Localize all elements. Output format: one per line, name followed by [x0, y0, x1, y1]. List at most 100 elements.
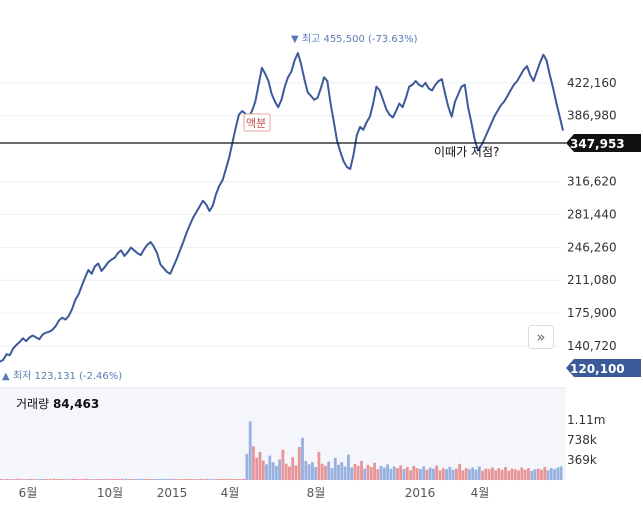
volume-bar — [435, 465, 439, 480]
x-tick-label: 4월 — [221, 486, 240, 500]
y-tick-label: 422,160 — [567, 76, 617, 90]
volume-bar — [75, 479, 79, 480]
volume-bar — [304, 461, 308, 480]
volume-bar — [26, 479, 29, 480]
volume-bar — [549, 468, 553, 480]
volume-bar — [491, 467, 494, 480]
x-tick-label: 2016 — [405, 486, 436, 500]
volume-bar — [291, 457, 295, 481]
max-annotation: ▼ 최고 455,500 (-73.63%) — [291, 33, 418, 45]
volume-bar — [252, 446, 255, 480]
volume-bar — [373, 462, 376, 480]
scroll-right-button[interactable]: » — [528, 325, 554, 349]
volume-bar — [441, 468, 445, 480]
volume-bar — [301, 437, 304, 481]
volume-bar — [78, 479, 82, 480]
volume-bar — [317, 451, 321, 480]
volume-bar — [340, 462, 344, 480]
x-tick-label: 10월 — [97, 486, 123, 500]
volume-bar — [543, 467, 547, 480]
volume-bar — [55, 479, 59, 480]
last-price-flag — [566, 359, 641, 377]
volume-bar — [540, 469, 543, 480]
volume-bar — [350, 467, 353, 480]
volume-bar — [481, 470, 484, 480]
volume-bar — [468, 469, 471, 480]
volume-bar — [130, 479, 134, 480]
volume-bar — [383, 467, 386, 480]
volume-bar — [343, 466, 347, 480]
volume-bar — [379, 465, 383, 480]
volume-bar — [536, 468, 540, 480]
volume-bar — [448, 467, 452, 480]
volume-bar — [134, 479, 137, 480]
volume-bar — [458, 463, 462, 481]
split-marker[interactable] — [243, 113, 271, 132]
x-tick-label: 8월 — [307, 486, 326, 500]
volume-bar — [461, 470, 465, 481]
volume-bars — [0, 421, 563, 481]
volume-bar — [523, 469, 527, 480]
x-axis: 6월 10월 2015 4월 8월 2016 4월 — [19, 486, 490, 500]
volume-bar — [62, 479, 65, 480]
volume-bar — [88, 479, 92, 480]
y-tick-label: 316,620 — [567, 174, 617, 188]
volume-bar — [183, 478, 187, 480]
volume-bar — [219, 479, 223, 480]
volume-bar — [369, 467, 373, 480]
volume-bar — [432, 468, 435, 480]
volume-bar — [238, 479, 242, 480]
volume-bar — [399, 465, 403, 480]
volume-bar — [510, 468, 514, 480]
volume-bar — [117, 478, 121, 480]
volume-bar — [85, 478, 88, 480]
volume-bar — [258, 451, 262, 480]
volume-bar — [546, 470, 550, 481]
volume-bar — [72, 478, 75, 480]
volume-bar — [52, 478, 56, 480]
volume-bar — [347, 454, 350, 480]
volume-axis: 1.11m 738k 369k — [567, 413, 605, 467]
volume-bar — [559, 466, 563, 480]
volume-bar — [425, 469, 429, 480]
volume-bar — [147, 478, 151, 480]
volume-bar — [360, 461, 363, 480]
y-axis: 422,160 386,980 316,620 281,440 246,260 211,0… — [567, 76, 617, 353]
volume-bar — [58, 479, 62, 480]
volume-bar — [45, 479, 49, 480]
volume-bar — [232, 479, 236, 480]
volume-bar — [311, 462, 314, 480]
volume-bar — [104, 479, 108, 480]
volume-bar — [144, 479, 147, 480]
volume-bar — [265, 464, 268, 480]
x-tick-label: 6월 — [19, 486, 38, 500]
volume-bar — [6, 478, 10, 480]
volume-tick-label: 369k — [567, 453, 597, 467]
y-tick-label: 386,980 — [567, 109, 617, 123]
volume-bar — [150, 479, 154, 480]
volume-bar — [193, 479, 196, 480]
volume-bar — [196, 479, 200, 480]
volume-bar — [124, 478, 128, 480]
volume-bar — [333, 457, 337, 480]
volume-bar — [527, 468, 530, 480]
volume-bar — [189, 479, 193, 480]
volume-bar — [209, 479, 213, 480]
volume-bar — [392, 466, 396, 480]
volume-bar — [137, 479, 141, 480]
volume-bar — [327, 461, 331, 480]
volume-bar — [261, 460, 265, 480]
volume-bar — [3, 479, 7, 480]
volume-bar — [216, 479, 219, 480]
volume-bar — [91, 479, 95, 480]
x-tick-label: 2015 — [157, 486, 188, 500]
volume-bar — [513, 469, 517, 480]
volume-bar — [477, 466, 481, 480]
volume-bar — [281, 449, 285, 480]
volume-bar — [81, 479, 85, 480]
volume-title: 거래량 84,463 — [16, 397, 99, 411]
volume-bar — [517, 470, 520, 481]
volume-bar — [242, 478, 245, 480]
